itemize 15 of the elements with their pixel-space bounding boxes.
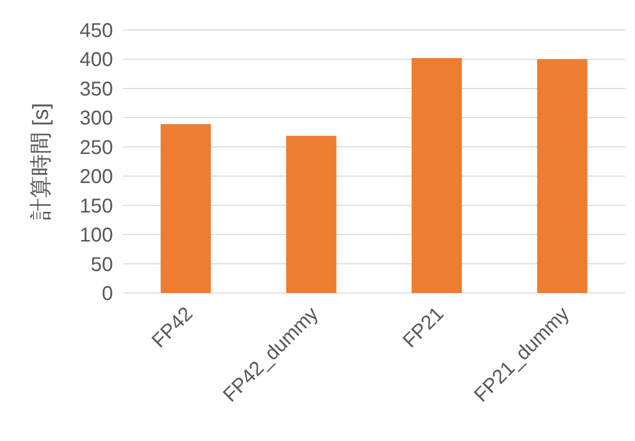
y-tick-label: 150	[80, 195, 113, 218]
y-axis-title: 計算時間 [s]	[28, 102, 53, 220]
y-tick-label: 200	[80, 166, 113, 188]
y-tick-label: 100	[80, 224, 113, 247]
bar	[537, 59, 588, 293]
y-tick-label: 450	[80, 20, 113, 42]
y-tick-label: 300	[80, 108, 113, 130]
y-tick-label: 0	[102, 283, 113, 305]
y-tick-label: 400	[80, 49, 113, 72]
y-tick-label: 350	[80, 78, 113, 100]
y-tick-label: 250	[80, 136, 113, 159]
bar	[286, 136, 336, 293]
bar	[412, 58, 462, 293]
y-tick-label: 50	[90, 254, 113, 276]
bar	[160, 124, 211, 293]
